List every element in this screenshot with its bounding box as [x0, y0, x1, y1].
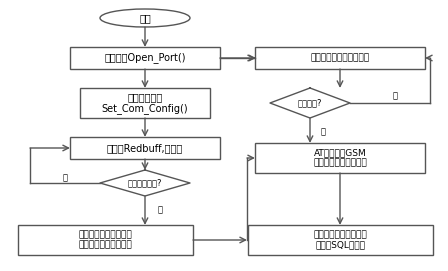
- Text: 否: 否: [320, 127, 326, 137]
- FancyBboxPatch shape: [255, 143, 425, 173]
- Text: 初始化Redbuff,读串口: 初始化Redbuff,读串口: [107, 143, 183, 153]
- Text: AT命令控制GSM
向监护人发送生理数据: AT命令控制GSM 向监护人发送生理数据: [313, 148, 367, 168]
- Text: 是: 是: [158, 205, 163, 215]
- Ellipse shape: [100, 9, 190, 27]
- FancyBboxPatch shape: [70, 47, 220, 69]
- Text: 是否读到数据?: 是否读到数据?: [128, 179, 162, 188]
- FancyBboxPatch shape: [80, 88, 210, 118]
- FancyBboxPatch shape: [17, 225, 193, 255]
- Text: 按健康指标分析生理数据: 按健康指标分析生理数据: [310, 53, 370, 63]
- FancyBboxPatch shape: [255, 47, 425, 69]
- Text: 分析数据包，获取血氧
饱和度和脉搏生理数据: 分析数据包，获取血氧 饱和度和脉搏生理数据: [78, 230, 132, 250]
- Text: 配置串口参数
Set_Com_Config(): 配置串口参数 Set_Com_Config(): [102, 92, 188, 114]
- FancyBboxPatch shape: [247, 225, 432, 255]
- Text: 开始: 开始: [139, 13, 151, 23]
- Text: 生理数据转化为六进制
存储到SQL数据库: 生理数据转化为六进制 存储到SQL数据库: [313, 230, 367, 250]
- Text: 是否正常?: 是否正常?: [298, 98, 322, 108]
- Polygon shape: [100, 170, 190, 196]
- Text: 是: 是: [392, 92, 397, 101]
- Text: 否: 否: [63, 173, 68, 182]
- FancyBboxPatch shape: [70, 137, 220, 159]
- Polygon shape: [270, 88, 350, 118]
- Text: 打开串口Open_Port(): 打开串口Open_Port(): [104, 53, 186, 63]
